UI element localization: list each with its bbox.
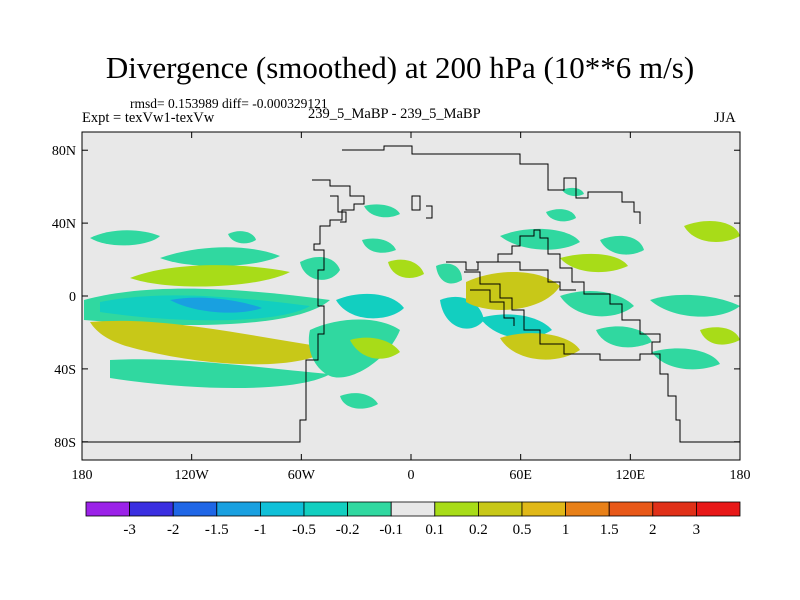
colorbar-label: -1 [254, 522, 267, 538]
colorbar-swatch [434, 501, 479, 517]
x-tick-label: 60W [288, 468, 316, 483]
colorbar-swatch [477, 501, 523, 517]
outline-arabia [470, 261, 576, 326]
colorbar-label: 0.1 [425, 522, 444, 538]
y-tick-label: 80N [52, 144, 76, 159]
outline-greenland [330, 195, 347, 223]
colorbar: -3 -2 -1.5 -1 -0.5 -0.2 -0.1 0.1 0.2 0.5 1 1.5 2 3 [85, 501, 741, 538]
fill-green-tasman [652, 348, 720, 370]
colorbar-swatch [608, 501, 654, 517]
colorbar-label: 3 [693, 522, 701, 538]
colorbar-swatch [696, 501, 741, 517]
colorbar-swatch [303, 501, 348, 517]
x-tick-label: 180 [72, 468, 93, 483]
outline-americas [82, 145, 641, 443]
x-tick-label: 0 [408, 468, 415, 483]
experiment-label: Expt = texVw1-texVw [82, 110, 215, 126]
fill-green-south-pacific-lower [110, 359, 330, 389]
x-tick-label: 60E [509, 468, 532, 483]
fill-green-africa-west [300, 256, 340, 280]
fill-green-siberia [562, 187, 584, 197]
colorbar-label: -0.2 [336, 522, 360, 538]
fill-yellow-pacific-north [130, 265, 290, 287]
colorbar-swatch [347, 501, 392, 517]
colorbar-label: 0.2 [469, 522, 488, 538]
colorbar-label: -1.5 [205, 522, 229, 538]
contour-fills [84, 187, 740, 409]
season-label: JJA [714, 110, 736, 126]
fill-green-central-pacific-north [160, 247, 280, 267]
x-tick-label: 120W [175, 468, 210, 483]
fill-blue-pacific-core [170, 297, 262, 313]
fill-green-atlantic-south [340, 393, 378, 409]
center-label: 239_5_MaBP - 239_5_MaBP [308, 106, 481, 122]
fill-green-north-atlantic-2 [364, 204, 400, 218]
fill-yellow-indian-south [500, 333, 580, 360]
fill-green-maritime [560, 291, 634, 317]
y-tick-label: 80S [54, 436, 76, 451]
colorbar-label: 2 [649, 522, 657, 538]
fill-green-alaska-north [228, 231, 256, 244]
stats-label: rmsd= 0.153989 diff= -0.000329121 [130, 96, 328, 111]
fill-yellow-west-pacific-north [560, 253, 628, 273]
x-tick-label: 120E [616, 468, 646, 483]
fill-yellow-atlantic-mid [350, 337, 400, 359]
colorbar-swatch [259, 501, 305, 517]
fill-green-arctic-asia [546, 209, 576, 222]
fill-yellow-east-pacific [684, 221, 740, 242]
colorbar-swatch [172, 501, 218, 517]
y-tick-label: 40N [52, 217, 76, 232]
chart-title: Divergence (smoothed) at 200 hPa (10**6 … [105, 50, 695, 85]
outline-arctic [411, 195, 421, 211]
colorbar-swatch [85, 501, 130, 517]
colorbar-swatch [521, 501, 566, 517]
colorbar-label: 1.5 [600, 522, 619, 538]
y-tick-label: 0 [69, 290, 76, 305]
fill-green-north-atlantic [90, 230, 160, 246]
colorbar-label: -0.5 [292, 522, 316, 538]
colorbar-label: -2 [167, 522, 180, 538]
colorbar-label: -3 [123, 522, 136, 538]
fill-green-west-pacific [600, 235, 644, 255]
fill-green-north-atlantic-3 [362, 238, 396, 253]
fill-cyan-indian-south [480, 314, 552, 339]
colorbar-label: -0.1 [379, 522, 403, 538]
outline-asia-block [464, 271, 660, 361]
colorbar-swatch [216, 501, 261, 517]
map-axes: 180 120W 60W 0 60E 120E 180 80N 40N 0 40S 80S [52, 132, 751, 483]
x-tick-label: 180 [730, 468, 751, 483]
fill-yellow-south-east-pacific [700, 327, 740, 345]
fill-green-indian-west [436, 263, 462, 284]
fill-green-east-pacific [650, 294, 740, 317]
fill-green-australia-west [596, 326, 652, 348]
colorbar-swatch [129, 501, 174, 517]
fill-cyan-south-atlantic [336, 293, 404, 319]
colorbar-swatch [652, 501, 697, 517]
continent-outlines [82, 145, 740, 443]
colorbar-swatch [565, 501, 610, 517]
fill-yellow-south-pacific [90, 320, 330, 365]
colorbar-swatch [390, 501, 436, 517]
fill-yellow-africa [388, 259, 424, 278]
outline-africa-eurasia [426, 205, 740, 443]
fill-green-south-america-east [308, 319, 400, 378]
y-tick-label: 40S [54, 363, 76, 378]
colorbar-label: 1 [562, 522, 570, 538]
colorbar-label: 0.5 [513, 522, 532, 538]
